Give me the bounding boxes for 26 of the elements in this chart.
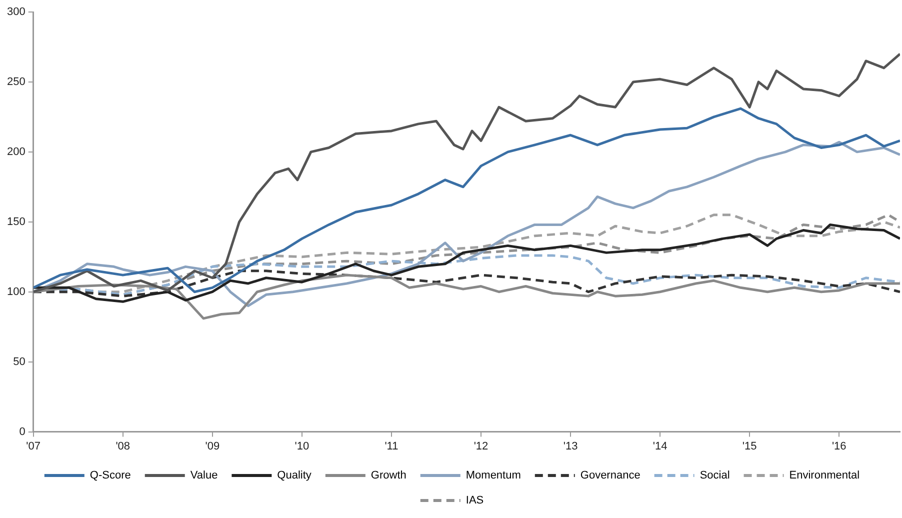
y-tick-label: 300: [6, 6, 26, 18]
x-tick-label: '12: [474, 440, 488, 452]
x-tick-label: '10: [294, 440, 310, 452]
x-tick-label: '15: [742, 440, 757, 452]
y-tick-label: 0: [19, 426, 26, 438]
x-tick-label: '08: [116, 440, 130, 452]
legend-label: Growth: [370, 470, 406, 482]
x-tick-label: '14: [652, 440, 668, 452]
legend-label: Momentum: [466, 470, 521, 482]
x-tick-label: '16: [832, 440, 846, 452]
y-tick-label: 250: [6, 76, 26, 88]
legend-label: Q-Score: [90, 470, 131, 482]
legend-label: Value: [190, 470, 218, 482]
y-tick-label: 50: [13, 356, 26, 368]
legend-label: Quality: [277, 470, 312, 482]
x-tick-label: '11: [384, 440, 398, 452]
x-tick-label: '09: [205, 440, 220, 452]
y-tick-label: 200: [6, 146, 26, 158]
legend-label: IAS: [466, 494, 484, 507]
y-tick-label: 100: [6, 286, 26, 298]
legend-label: Environmental: [789, 470, 860, 482]
legend-label: Social: [700, 470, 730, 482]
x-tick-label: '07: [26, 440, 41, 452]
x-tick-label: '13: [563, 440, 578, 452]
y-tick-label: 150: [6, 216, 26, 228]
legend-label: Governance: [580, 470, 640, 482]
